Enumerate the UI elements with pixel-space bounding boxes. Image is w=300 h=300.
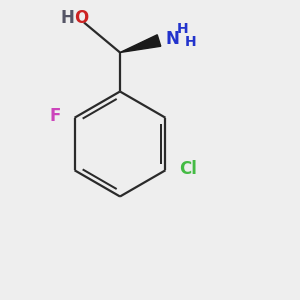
Text: H: H <box>176 22 188 36</box>
Text: H: H <box>61 9 74 27</box>
Polygon shape <box>120 35 161 52</box>
Text: N: N <box>166 30 179 48</box>
Text: Cl: Cl <box>179 160 197 178</box>
Text: O: O <box>74 9 89 27</box>
Text: F: F <box>49 107 61 125</box>
Text: H: H <box>185 35 196 49</box>
